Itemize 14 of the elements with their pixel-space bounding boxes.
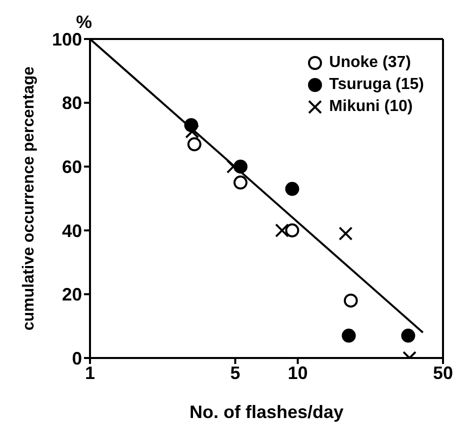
y-tick-label: 60 xyxy=(62,156,82,177)
y-tick-label: 0 xyxy=(72,348,82,368)
legend-label: Mikuni (10) xyxy=(329,98,413,116)
x-tick-label: 5 xyxy=(230,362,240,383)
legend-label: Unoke (37) xyxy=(329,54,411,72)
legend-label: Tsuruga (15) xyxy=(329,76,424,94)
x-tick-label: 10 xyxy=(288,362,308,383)
y-tick-label: 80 xyxy=(62,93,82,114)
y-tick-label: 20 xyxy=(62,284,82,305)
y-tick-label: 40 xyxy=(62,220,82,241)
x-tick-label: 50 xyxy=(432,362,454,383)
x-axis-title: No. of flashes/day xyxy=(189,402,344,422)
x-tick-label: 1 xyxy=(84,362,96,383)
y-axis-title: cumulative occurrence percentage xyxy=(20,66,38,331)
